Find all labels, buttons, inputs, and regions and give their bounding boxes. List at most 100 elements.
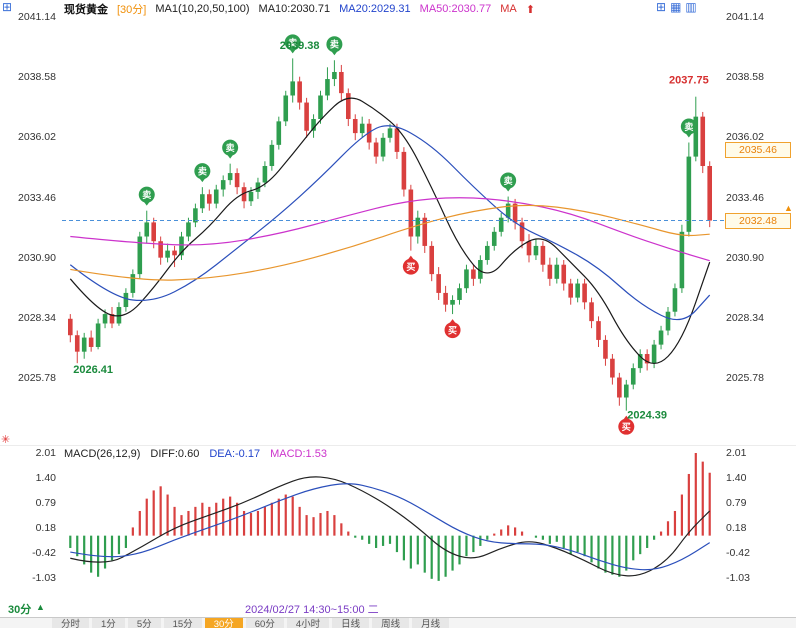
candle-body <box>707 166 712 221</box>
price-axis-label: 2038.58 <box>18 71 56 84</box>
symbol-title: 现货黄金 <box>64 4 108 16</box>
timeframe-tab[interactable]: 日线 <box>332 618 370 628</box>
candle-body <box>276 121 282 145</box>
timeframe-tab[interactable]: 周线 <box>372 618 410 628</box>
timeframe-tab[interactable]: 5分 <box>127 618 161 628</box>
candle-body <box>165 250 170 258</box>
candle-body <box>325 79 330 96</box>
ma-up-arrow-icon[interactable]: ⬆ <box>525 3 535 16</box>
candle-body <box>158 241 163 258</box>
candle-body <box>290 81 295 96</box>
sell-signal-badge <box>194 163 211 180</box>
signal-label: 卖 <box>198 166 207 177</box>
pane-separator <box>0 445 796 446</box>
candle-body <box>394 128 400 152</box>
candle-body <box>575 283 580 298</box>
candle-body <box>478 260 483 279</box>
buy-signal-badge <box>402 258 419 275</box>
candle-body <box>81 337 87 352</box>
indicator-settings-icon[interactable]: ✳ <box>1 434 11 446</box>
sell-arrow-icon <box>685 133 692 138</box>
macd-axis-label: -1.03 <box>726 572 750 584</box>
candle-body <box>491 231 497 246</box>
candle-body <box>582 283 587 303</box>
signal-label: 卖 <box>142 189 151 200</box>
candle-body <box>617 377 622 398</box>
candle-body <box>693 116 699 157</box>
ma-more-label: MA <box>500 3 517 15</box>
candle-body <box>109 314 115 324</box>
macd-chart-canvas[interactable] <box>62 446 724 600</box>
candle-body <box>234 173 240 188</box>
candle-body <box>193 208 198 223</box>
candle-body <box>179 236 184 256</box>
price-axis-right: 2041.14 2038.58 2036.02 2033.46 2030.90 2028.… <box>726 0 796 446</box>
candle-body <box>540 245 546 265</box>
macd-value: MACD:1.53 <box>270 448 327 460</box>
macd-axis-label: 2.01 <box>35 447 56 459</box>
sell-arrow-icon <box>289 49 296 54</box>
candle-body <box>547 264 553 279</box>
candle-body <box>450 299 455 305</box>
candle-body <box>665 311 671 331</box>
candle-body <box>95 323 101 347</box>
price-axis-label: 2025.78 <box>726 372 764 384</box>
macd-axis-label: 0.79 <box>35 497 56 510</box>
price-annotation: 2039.38 <box>280 40 320 52</box>
price-annotation: 2024.39 <box>627 410 667 422</box>
ma20-value: MA20:2029.31 <box>339 3 411 15</box>
candle-body <box>311 119 316 131</box>
macd-axis-label: -1.03 <box>32 572 56 584</box>
ma50-line <box>70 197 710 262</box>
price-axis-label: 2028.34 <box>726 311 764 324</box>
price-axis-label: 2025.78 <box>18 372 56 384</box>
price-axis-label: 2033.46 <box>18 191 56 204</box>
candle-body <box>130 274 136 293</box>
grid-1-icon[interactable]: ⊞ <box>656 0 667 14</box>
candle-body <box>630 368 636 385</box>
candle-body <box>422 217 428 246</box>
candle-body <box>144 222 150 237</box>
candle-body <box>610 358 615 378</box>
timeframe-tab[interactable]: 60分 <box>245 618 284 628</box>
candle-body <box>471 269 476 279</box>
candle-body <box>387 128 393 138</box>
signal-label: 卖 <box>226 142 235 153</box>
timeframe-tab-strip: 分时 1分 5分 15分 30分 60分 4小时 日线 周线 月线 <box>0 617 796 628</box>
timeframe-tab[interactable]: 4小时 <box>286 618 330 628</box>
sell-arrow-icon <box>505 187 512 192</box>
selected-candle-datetime: 2024/02/27 14:30~15:00 二 <box>245 604 379 616</box>
candle-body <box>137 236 143 275</box>
macd-axis-label: -0.42 <box>726 546 750 559</box>
macd-axis-label: 0.79 <box>726 497 747 510</box>
signal-label: 卖 <box>288 37 297 48</box>
buy-arrow-icon <box>407 255 414 260</box>
timeframe-tab[interactable]: 月线 <box>412 618 450 628</box>
candle-body <box>408 189 414 237</box>
sell-signal-badge <box>326 36 343 53</box>
grid-2-icon[interactable]: ▦ <box>670 0 682 14</box>
timeframe-indicator[interactable]: 30分 <box>8 604 32 616</box>
period-label[interactable]: [30分] <box>117 4 147 16</box>
candle-body <box>339 71 344 94</box>
timeframe-tab[interactable]: 15分 <box>163 618 202 628</box>
timeframe-tab[interactable]: 1分 <box>92 618 125 628</box>
signal-label: 买 <box>406 262 415 272</box>
signal-label: 买 <box>448 326 457 336</box>
candle-body <box>443 292 448 305</box>
grid-layout-icon[interactable]: ⊞ <box>2 0 13 14</box>
buy-signal-badge <box>444 322 461 339</box>
candle-body <box>88 337 94 347</box>
candle-body <box>505 203 511 218</box>
price-up-arrow-icon: ▲ <box>784 203 793 214</box>
timeframe-tab[interactable]: 30分 <box>204 618 243 628</box>
macd-dea-value: DEA:-0.17 <box>209 448 261 460</box>
grid-4-icon[interactable]: ▥ <box>685 0 697 14</box>
timeframe-tab[interactable]: 分时 <box>52 618 90 628</box>
candle-body <box>603 339 608 359</box>
candle-body <box>102 314 108 324</box>
candle-body <box>526 241 532 256</box>
header-toolbar: ⊞ ▦ ▥ <box>656 1 697 13</box>
buy-signal-badge <box>618 418 635 435</box>
